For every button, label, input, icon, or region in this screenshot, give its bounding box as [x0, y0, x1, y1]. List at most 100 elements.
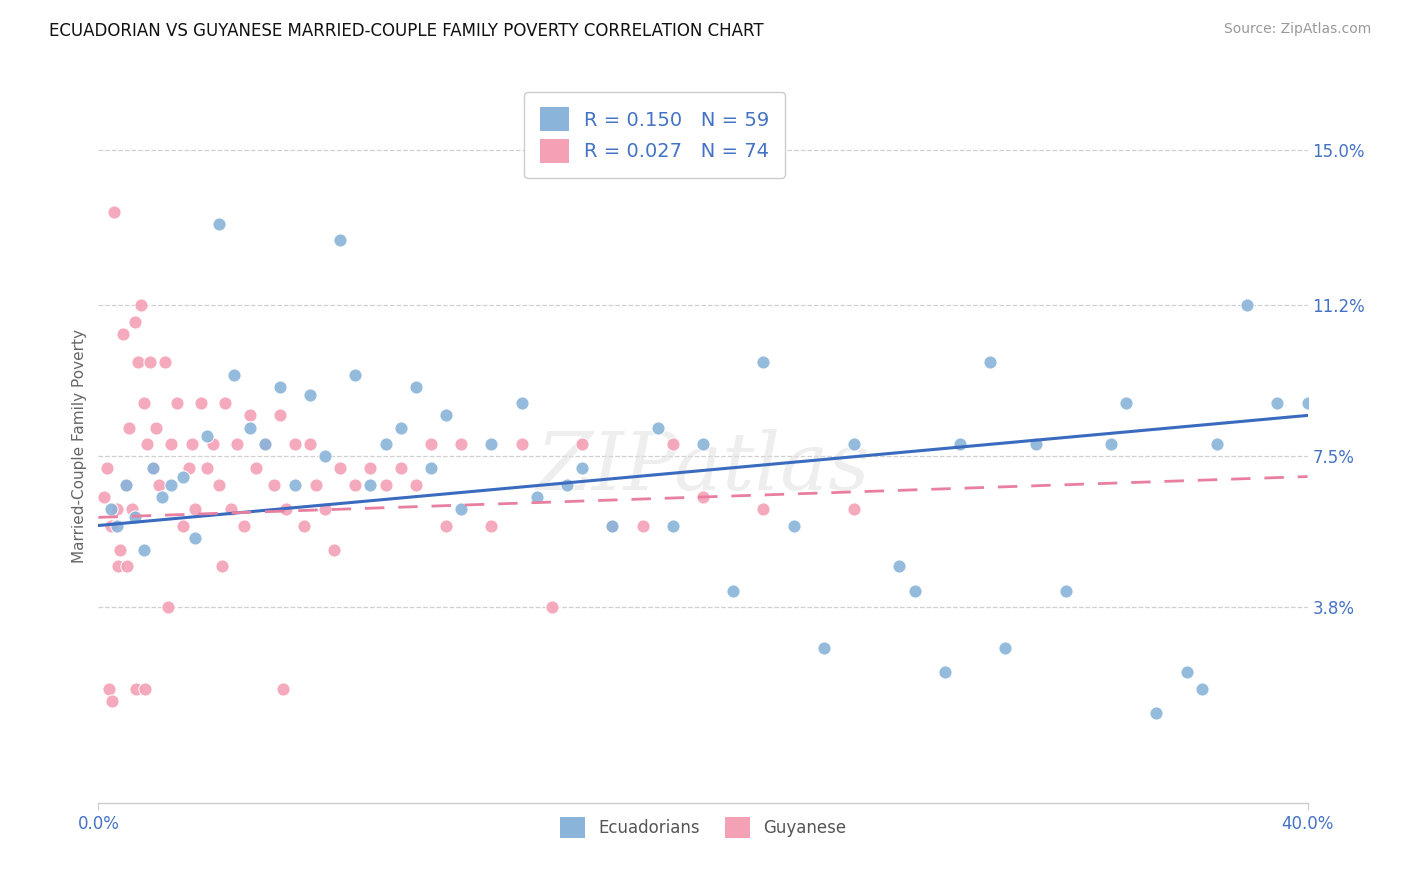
Point — [420, 461, 443, 475]
Text: ZIPatlas: ZIPatlas — [536, 429, 870, 506]
Point — [434, 518, 457, 533]
Point — [190, 396, 212, 410]
Point — [481, 437, 503, 451]
Point — [602, 518, 624, 533]
Point — [661, 518, 683, 533]
Point — [555, 477, 578, 491]
Point — [571, 437, 593, 451]
Point — [100, 518, 122, 533]
Point — [232, 518, 254, 533]
Point — [405, 477, 427, 491]
Point — [844, 502, 866, 516]
Point — [344, 477, 367, 491]
Point — [184, 502, 207, 516]
Point — [179, 461, 201, 475]
Point — [239, 409, 262, 423]
Point — [284, 477, 307, 491]
Point — [211, 559, 233, 574]
Point — [134, 681, 156, 696]
Point — [263, 477, 285, 491]
Point — [571, 461, 593, 475]
Point — [1054, 583, 1077, 598]
Point — [221, 502, 243, 516]
Point — [450, 437, 472, 451]
Point — [323, 543, 346, 558]
Point — [239, 420, 262, 434]
Point — [96, 461, 118, 475]
Point — [127, 355, 149, 369]
Point — [434, 409, 457, 423]
Point — [647, 420, 669, 434]
Point — [284, 437, 307, 451]
Point — [114, 477, 136, 491]
Point — [661, 437, 683, 451]
Point — [98, 681, 121, 696]
Text: Source: ZipAtlas.com: Source: ZipAtlas.com — [1223, 22, 1371, 37]
Point — [374, 477, 396, 491]
Point — [314, 502, 336, 516]
Point — [156, 600, 179, 615]
Point — [253, 437, 276, 451]
Point — [299, 437, 322, 451]
Text: ECUADORIAN VS GUYANESE MARRIED-COUPLE FAMILY POVERTY CORRELATION CHART: ECUADORIAN VS GUYANESE MARRIED-COUPLE FA… — [49, 22, 763, 40]
Point — [150, 490, 173, 504]
Point — [1206, 437, 1229, 451]
Point — [934, 665, 956, 680]
Point — [166, 396, 188, 410]
Point — [292, 518, 315, 533]
Point — [142, 461, 165, 475]
Point — [314, 449, 336, 463]
Point — [103, 204, 125, 219]
Point — [783, 518, 806, 533]
Point — [124, 510, 146, 524]
Point — [118, 420, 141, 434]
Point — [153, 355, 176, 369]
Point — [224, 368, 246, 382]
Point — [108, 543, 131, 558]
Point — [844, 437, 866, 451]
Point — [723, 583, 745, 598]
Point — [526, 490, 548, 504]
Point — [692, 437, 714, 451]
Point — [125, 681, 148, 696]
Point — [1146, 706, 1168, 720]
Point — [111, 326, 134, 341]
Point — [979, 355, 1001, 369]
Point — [274, 502, 297, 516]
Point — [752, 355, 775, 369]
Point — [692, 490, 714, 504]
Point — [813, 640, 835, 655]
Point — [101, 694, 124, 708]
Point — [1236, 298, 1258, 312]
Point — [1296, 396, 1319, 410]
Point — [540, 600, 562, 615]
Point — [160, 437, 183, 451]
Point — [994, 640, 1017, 655]
Point — [214, 396, 236, 410]
Point — [124, 315, 146, 329]
Point — [160, 477, 183, 491]
Point — [184, 531, 207, 545]
Point — [374, 437, 396, 451]
Point — [208, 477, 231, 491]
Point — [1267, 396, 1289, 410]
Point — [904, 583, 927, 598]
Point — [195, 429, 218, 443]
Point — [132, 543, 155, 558]
Point — [139, 355, 162, 369]
Point — [602, 518, 624, 533]
Point — [329, 461, 352, 475]
Point — [245, 461, 267, 475]
Point — [100, 502, 122, 516]
Point — [107, 559, 129, 574]
Point — [299, 388, 322, 402]
Point — [271, 681, 294, 696]
Point — [142, 461, 165, 475]
Point — [202, 437, 225, 451]
Point — [145, 420, 167, 434]
Point — [105, 502, 128, 516]
Point — [1191, 681, 1213, 696]
Point — [329, 233, 352, 247]
Point — [360, 461, 382, 475]
Point — [389, 420, 412, 434]
